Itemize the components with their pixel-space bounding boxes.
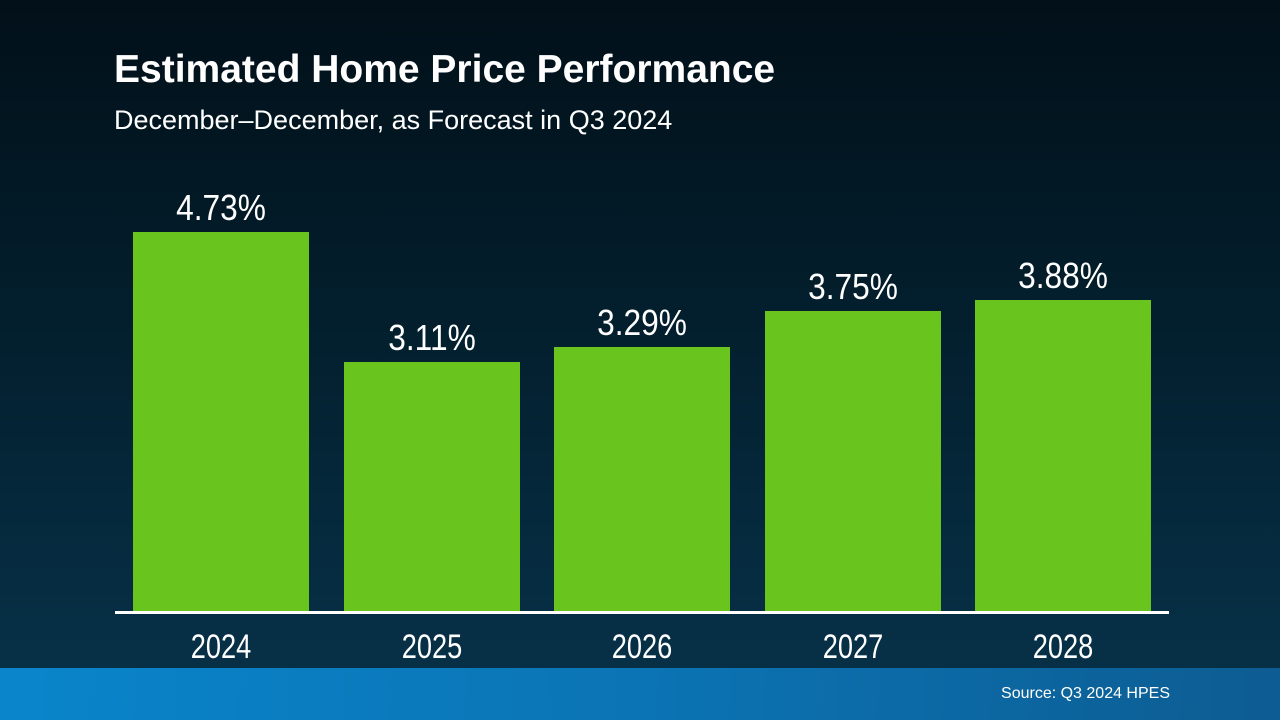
x-axis-line xyxy=(115,611,1169,614)
bar-group-2026: 3.29% 2026 xyxy=(554,0,730,664)
bar-value-label: 4.73% xyxy=(176,187,266,228)
bar-value-label: 3.88% xyxy=(1018,255,1108,296)
bar xyxy=(765,311,941,611)
bar xyxy=(133,232,309,611)
chart-title: Estimated Home Price Performance xyxy=(114,48,776,91)
x-axis-label: 2028 xyxy=(1032,628,1094,666)
x-axis-label: 2024 xyxy=(190,628,252,666)
chart-subtitle: December–December, as Forecast in Q3 202… xyxy=(114,105,673,135)
bar xyxy=(975,300,1151,611)
bar-group-2024: 4.73% 2024 xyxy=(133,0,309,664)
x-axis-label: 2026 xyxy=(611,628,673,666)
footer-band: Source: Q3 2024 HPES xyxy=(0,668,1280,720)
bar xyxy=(344,362,520,611)
bar-group-2027: 3.75% 2027 xyxy=(765,0,941,664)
bar-group-2025: 3.11% 2025 xyxy=(344,0,520,664)
x-axis-label: 2027 xyxy=(822,628,884,666)
bar xyxy=(554,347,730,611)
bar-value-label: 3.11% xyxy=(388,317,476,358)
bar-chart: 4.73% 2024 3.11% 2025 3.29% 2026 3.75% 2027 3.88… xyxy=(133,0,1151,664)
x-axis-label: 2025 xyxy=(401,628,463,666)
source-text: Source: Q3 2024 HPES xyxy=(1001,685,1170,702)
bar-value-label: 3.75% xyxy=(808,266,898,307)
bar-value-label: 3.29% xyxy=(597,302,687,343)
bar-group-2028: 3.88% 2028 xyxy=(975,0,1151,664)
